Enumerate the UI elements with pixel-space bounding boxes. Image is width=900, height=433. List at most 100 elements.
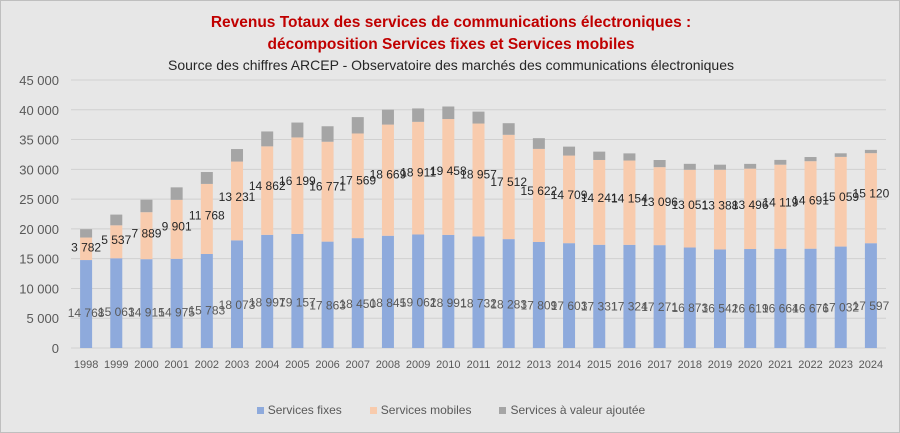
bar-segment [80, 237, 93, 261]
data-label: 15 783 [188, 303, 225, 317]
x-tick-label: 2011 [467, 359, 491, 371]
data-label: 3 782 [71, 241, 101, 255]
y-tick-label: 25 000 [19, 192, 59, 207]
data-label: 18 997 [249, 296, 286, 310]
bar-segment [563, 155, 576, 244]
bar-segment [80, 229, 93, 238]
x-tick-label: 2004 [255, 359, 279, 371]
bar-segment [291, 233, 304, 348]
data-label: 13 231 [219, 190, 256, 204]
bar-segment [80, 260, 93, 348]
x-tick-label: 2021 [768, 359, 792, 371]
bar-segment [713, 164, 726, 170]
data-label: 17 032 [822, 300, 859, 314]
bar-segment [351, 117, 364, 134]
bar-segment [200, 254, 213, 348]
bar-segment [502, 123, 515, 135]
bar-segment [321, 126, 334, 142]
data-label: 13 051 [671, 198, 708, 212]
bar-segment [412, 108, 425, 122]
data-label: 7 889 [131, 226, 161, 240]
bar-segment [381, 235, 394, 348]
y-tick-label: 10 000 [19, 281, 59, 296]
data-label: 9 901 [162, 219, 192, 233]
bar-segment [653, 160, 666, 168]
x-tick-label: 2001 [164, 359, 188, 371]
bar-segment [563, 243, 576, 348]
bar-segment [653, 245, 666, 348]
data-label: 15 059 [822, 190, 859, 204]
data-label: 13 388 [702, 199, 739, 213]
bar-segment [231, 149, 244, 162]
data-label: 17 597 [853, 299, 890, 313]
data-label: 17 569 [339, 174, 376, 188]
data-label: 18 911 [400, 166, 436, 180]
data-label: 17 512 [490, 175, 527, 189]
data-label: 18 957 [460, 167, 497, 181]
data-label: 15 063 [98, 305, 135, 319]
bar-segment [200, 172, 213, 184]
data-label: 13 496 [732, 198, 769, 212]
bar-segment [834, 153, 847, 157]
bar-segment [321, 241, 334, 348]
data-label: 18 283 [490, 297, 527, 311]
legend-swatch [256, 406, 264, 414]
bar-segment [683, 247, 696, 348]
bar-segment [623, 160, 636, 245]
x-tick-label: 2024 [859, 359, 883, 371]
bar-segment [532, 148, 545, 242]
bar-segment [351, 238, 364, 348]
data-label: 14 862 [249, 179, 286, 193]
bar-segment [140, 212, 153, 260]
bar-segment [110, 214, 123, 226]
data-label: 17 331 [581, 300, 618, 314]
bar-segment [713, 169, 726, 250]
bar-segment [683, 169, 696, 248]
data-label: 15 120 [853, 187, 890, 201]
bar-segment [532, 241, 545, 348]
data-label: 14 691 [792, 194, 829, 208]
bar-segment [744, 249, 757, 348]
data-label: 14 915 [128, 305, 165, 319]
data-label: 18 732 [460, 296, 497, 310]
data-label: 16 676 [792, 301, 829, 315]
bar-segment [864, 153, 877, 244]
data-label: 17 271 [641, 300, 678, 314]
legend-label: Services à valeur ajoutée [510, 403, 646, 417]
y-tick-label: 20 000 [19, 222, 59, 237]
bar-segment [864, 243, 877, 348]
x-tick-label: 2019 [708, 359, 732, 371]
bar-segment [623, 153, 636, 161]
data-label: 19 458 [430, 164, 467, 178]
x-tick-label: 2013 [527, 359, 551, 371]
data-label: 13 096 [641, 195, 678, 209]
bar-segment [683, 163, 696, 170]
x-tick-label: 2023 [828, 359, 852, 371]
bar-segment [140, 199, 153, 213]
bar-segment [563, 146, 576, 156]
data-label: 11 768 [189, 208, 225, 222]
x-tick-label: 2022 [798, 359, 822, 371]
bar-segment [804, 161, 817, 249]
legend: Services fixes Services mobiles Services à… [1, 403, 899, 417]
x-tick-label: 2007 [346, 359, 370, 371]
y-tick-label: 45 000 [19, 73, 59, 88]
data-label: 19 157 [279, 295, 316, 309]
bar-segment [381, 109, 394, 125]
x-tick-label: 2009 [406, 359, 430, 371]
bar-segment [774, 248, 787, 348]
data-label: 17 324 [611, 300, 648, 314]
data-label: 14 975 [158, 305, 195, 319]
bar-segment [412, 121, 425, 235]
bar-segment [170, 187, 183, 200]
legend-label: Services mobiles [380, 403, 472, 417]
bar-segment [804, 157, 817, 162]
bar-segment [200, 183, 213, 255]
y-tick-label: 5 000 [26, 311, 59, 326]
bar-segment [593, 159, 606, 245]
legend-swatch [499, 406, 507, 414]
x-tick-label: 2020 [738, 359, 762, 371]
y-tick-label: 0 [52, 341, 59, 356]
bar-segment [502, 134, 515, 240]
x-tick-label: 2014 [557, 359, 581, 371]
